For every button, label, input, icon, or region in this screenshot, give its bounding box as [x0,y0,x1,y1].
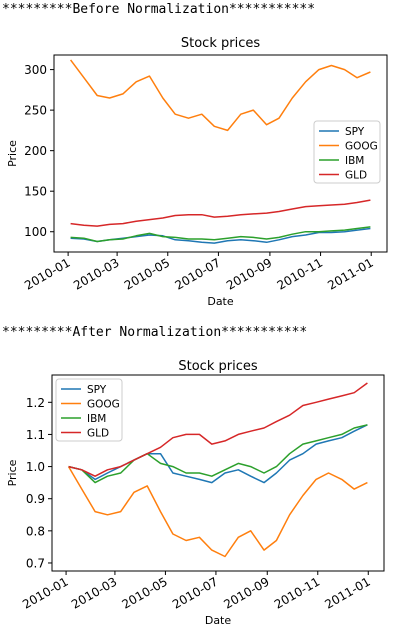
section-heading-before: *********Before Normalization*********** [2,2,316,17]
x-axis-label: Date [207,295,234,308]
series-line-gld [70,199,371,227]
series-line-goog [67,466,368,558]
legend-box [313,120,381,184]
y-tick-label: 1.2 [26,396,45,410]
x-tick-label: 2010-07 [170,574,220,611]
legend-label-gld: GLD [345,170,367,182]
x-tick-label: 2010-11 [272,574,322,611]
stock-prices-chart-before: Stock prices1001502002503002010-012010-0… [6,36,388,308]
legend-label-gld: GLD [87,428,109,440]
y-tick-label: 1.1 [26,428,45,442]
y-tick-label: 200 [24,144,47,158]
x-tick-label: 2010-01 [20,574,70,611]
legend-label-goog: GOOG [87,399,120,411]
chart-title: Stock prices [178,359,257,374]
x-tick-label: 2011-01 [322,574,372,611]
y-tick-label: 300 [24,63,47,77]
x-tick-label: 2010-03 [71,255,121,292]
x-tick-label: 2010-09 [221,574,271,611]
plot-area-frame [53,54,388,253]
legend-label-ibm: IBM [345,155,364,167]
legend-label-spy: SPY [345,126,365,138]
y-tick-label: 1.0 [26,460,45,474]
chart-title: Stock prices [181,36,260,51]
x-tick-label: 2010-05 [120,574,170,611]
series-line-gld [68,382,368,477]
legend-box [55,378,123,442]
series-line-ibm [70,226,371,243]
x-tick-label: 2010-07 [173,255,223,292]
legend-label-ibm: IBM [87,413,106,425]
x-tick-label: 2011-01 [325,255,375,292]
y-tick-label: 0.9 [26,492,45,506]
legend-label-goog: GOOG [345,141,378,153]
series-line-ibm [68,424,368,484]
x-tick-label: 2010-11 [275,255,325,292]
section-heading-after: *********After Normalization*********** [2,325,308,340]
y-tick-label: 100 [24,225,47,239]
plot-area-frame [51,374,385,572]
x-axis-label: Date [205,614,232,627]
x-tick-label: 2010-03 [69,574,119,611]
stock-prices-chart-after: Stock prices0.70.80.91.01.11.22010-01201… [6,359,385,627]
y-axis-label: Price [6,459,19,486]
x-tick-label: 2010-05 [122,255,172,292]
x-tick-label: 2010-01 [22,255,72,292]
y-tick-label: 150 [24,185,47,199]
x-tick-label: 2010-09 [224,255,274,292]
y-tick-label: 0.7 [26,556,45,570]
y-tick-label: 250 [24,104,47,118]
series-line-goog [69,59,371,132]
y-axis-label: Price [6,140,19,167]
legend-label-spy: SPY [87,384,107,396]
y-tick-label: 0.8 [26,524,45,538]
